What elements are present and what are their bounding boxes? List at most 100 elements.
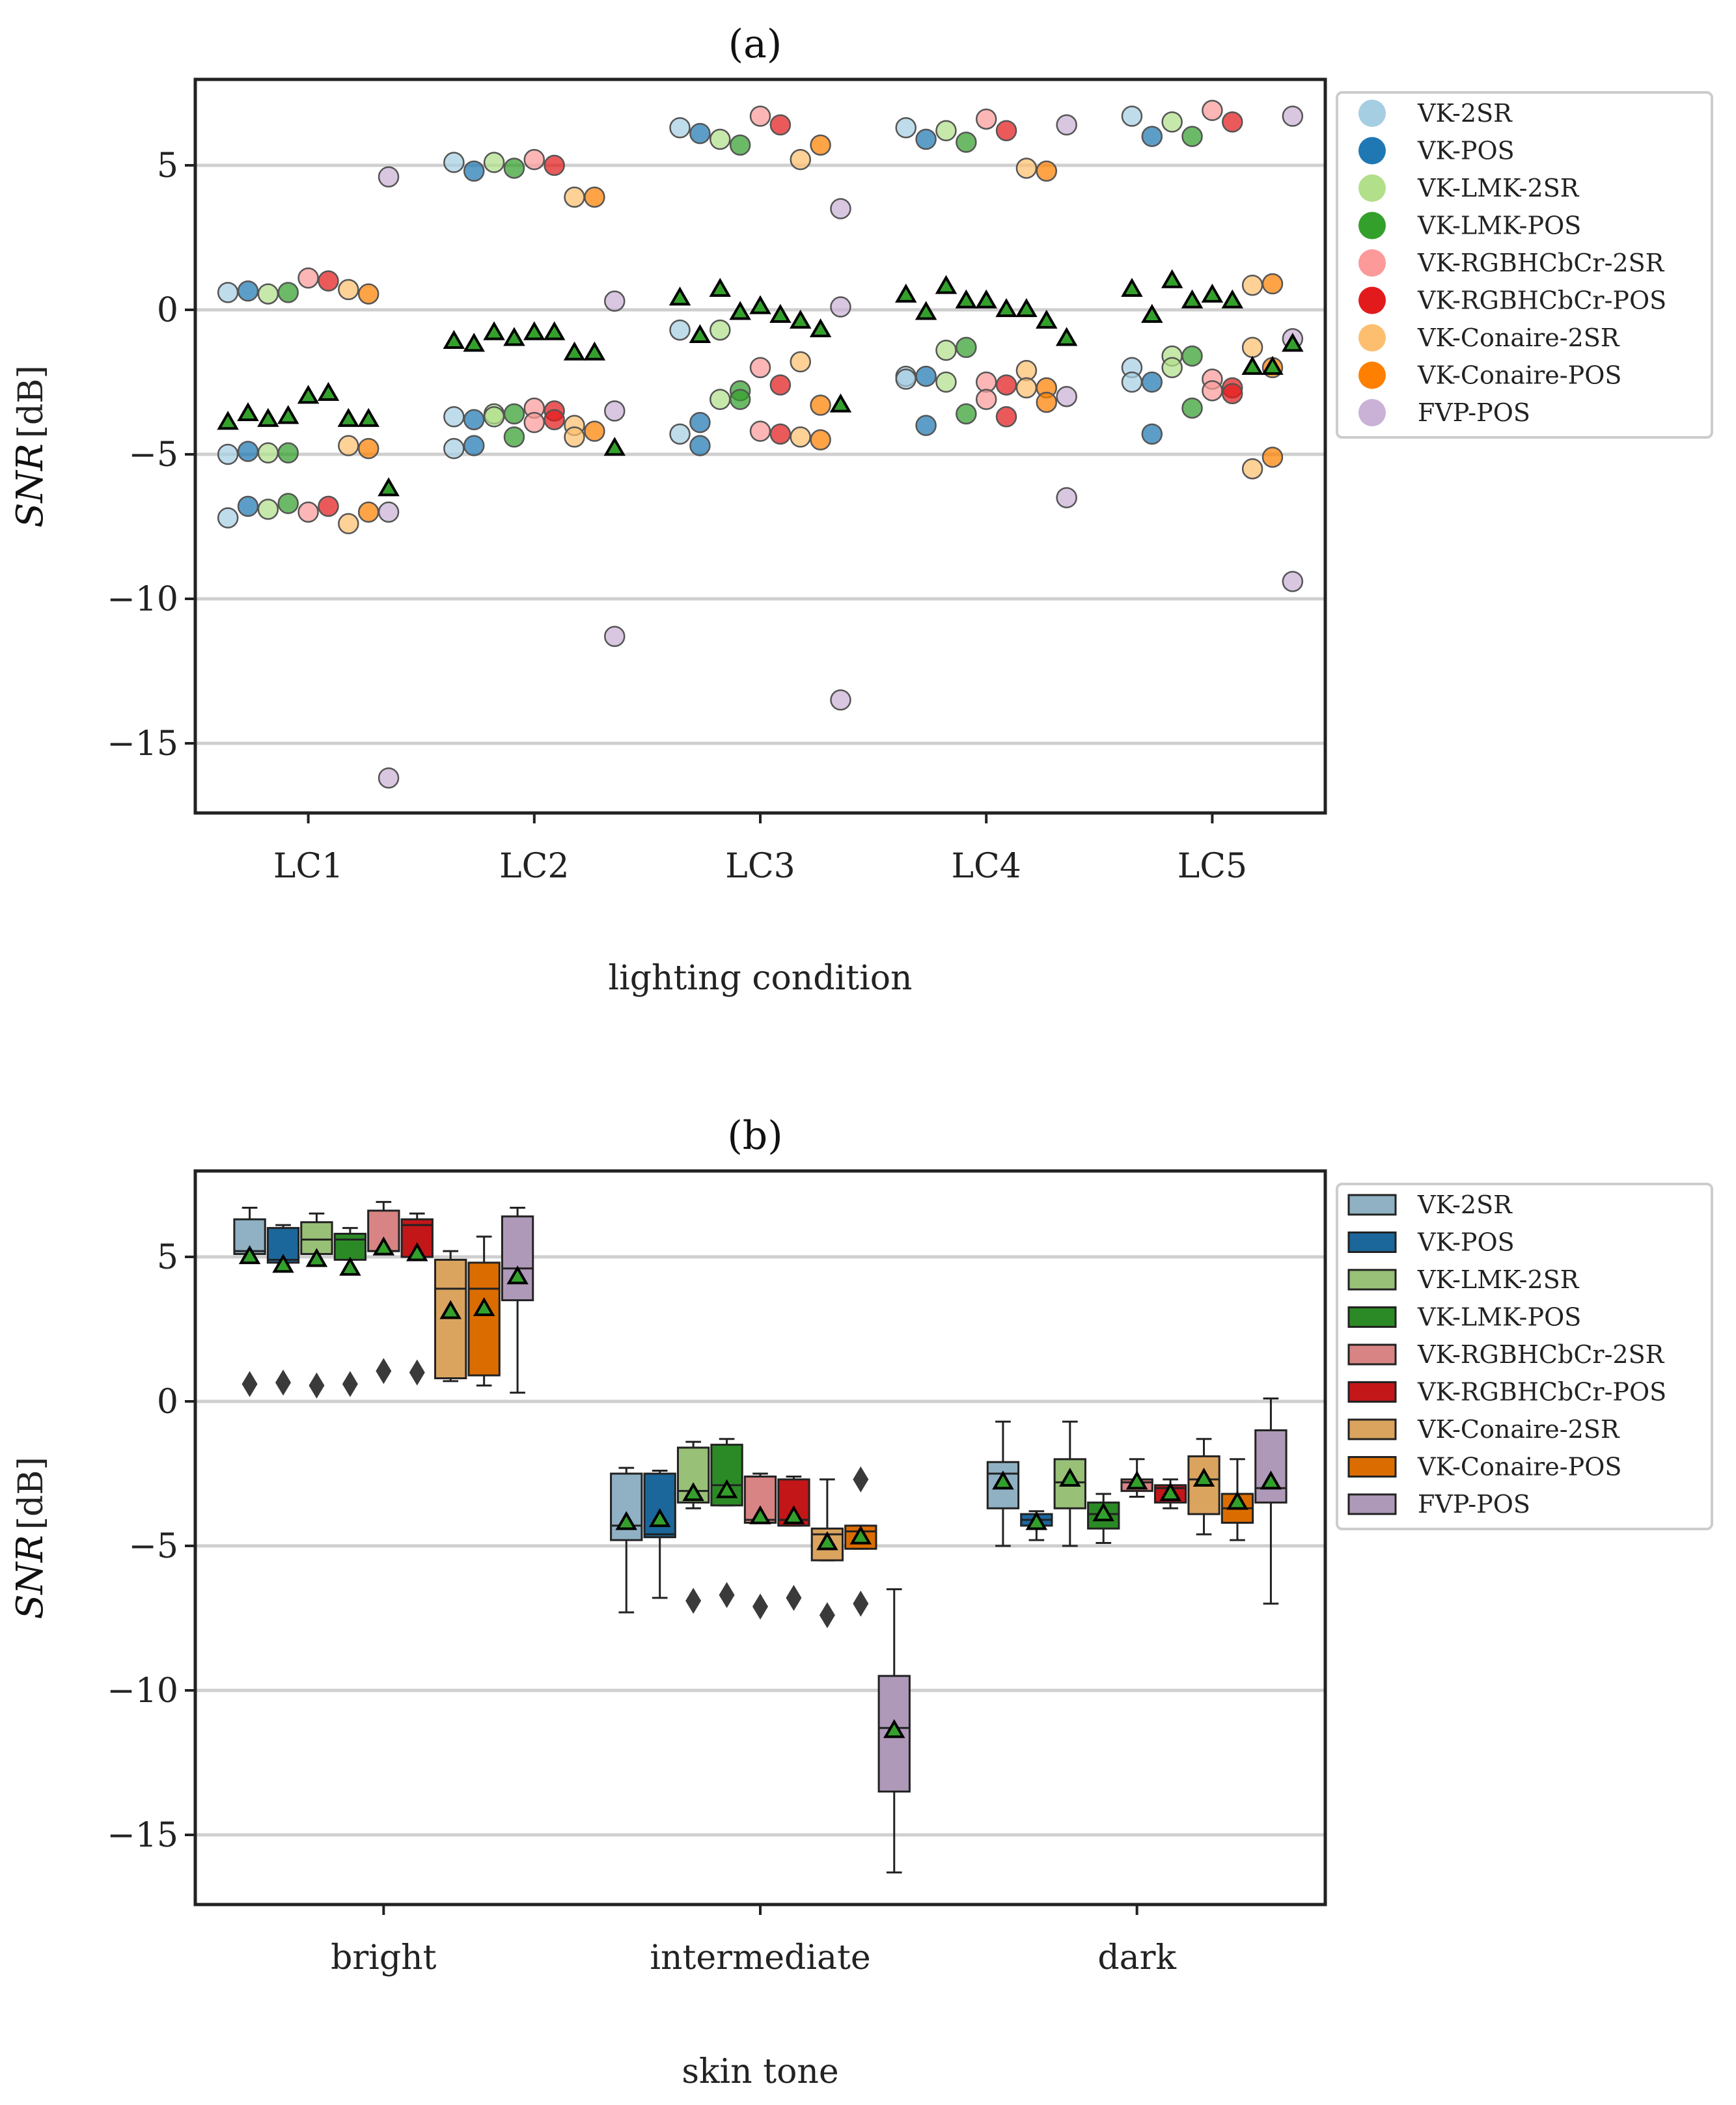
point-vk-conaire-pos bbox=[1036, 160, 1058, 182]
point-vk-rgbhcbcr-2sr bbox=[1202, 100, 1223, 121]
mean-marker-vk-pos bbox=[463, 333, 485, 352]
outlier-vk-rgbhcbcr-2sr bbox=[376, 1358, 392, 1384]
point-vk-2sr bbox=[895, 368, 917, 390]
point-vk-lmk-pos bbox=[1181, 397, 1203, 419]
point-vk-pos bbox=[915, 365, 937, 387]
mean-marker-vk-lmk-pos bbox=[1181, 289, 1204, 309]
mean-marker-vk-rgbhcbcr-2sr bbox=[1125, 1470, 1148, 1490]
point-fvp-pos bbox=[830, 689, 851, 711]
mean-marker-vk-rgbhcbcr-pos bbox=[317, 381, 340, 401]
mean-marker-vk-pos bbox=[915, 301, 937, 320]
point-vk-pos bbox=[463, 160, 485, 182]
panel-a-x-ticks: LC1 LC2 LC3 LC4 LC5 bbox=[273, 813, 1247, 886]
point-vk-2sr bbox=[1121, 371, 1143, 393]
point-vk-lmk-2sr bbox=[257, 442, 279, 464]
mean-marker-vk-conaire-pos bbox=[583, 341, 606, 361]
mean-marker-vk-pos bbox=[1025, 1511, 1048, 1530]
mean-marker-fvp-pos bbox=[603, 437, 626, 456]
legend-swatch-vk-conaire-2sr bbox=[1358, 324, 1386, 351]
point-vk-conaire-pos bbox=[1261, 273, 1284, 295]
point-vk-lmk-2sr bbox=[710, 128, 731, 150]
panel-a-x-tick-label: LC5 bbox=[1178, 847, 1247, 886]
legend-swatch-vk-lmk-2sr bbox=[1347, 1269, 1397, 1291]
point-vk-rgbhcbcr-2sr bbox=[749, 420, 771, 442]
point-vk-conaire-pos bbox=[357, 501, 379, 523]
panel-a-legend-box bbox=[1336, 91, 1713, 439]
mean-marker-vk-pos bbox=[1141, 303, 1163, 323]
point-vk-lmk-2sr bbox=[935, 371, 957, 393]
outlier-vk-rgbhcbcr-pos bbox=[409, 1359, 425, 1386]
mean-marker-vk-conaire-pos bbox=[809, 318, 832, 338]
mean-marker-vk-conaire-2sr bbox=[816, 1531, 838, 1550]
point-vk-conaire-2sr bbox=[790, 426, 811, 448]
mean-marker-vk-lmk-2sr bbox=[257, 407, 279, 427]
point-vk-rgbhcbcr-pos bbox=[995, 120, 1017, 141]
mean-marker-vk-lmk-pos bbox=[955, 289, 978, 309]
panel-a-y-tick-label: −5 bbox=[128, 435, 178, 475]
mean-marker-vk-rgbhcbcr-2sr bbox=[297, 385, 320, 404]
mean-marker-vk-rgbhcbcr-pos bbox=[769, 303, 792, 323]
legend-swatch-vk-lmk-2sr bbox=[1358, 174, 1386, 202]
point-vk-lmk-pos bbox=[729, 389, 751, 410]
point-vk-lmk-pos bbox=[277, 282, 299, 303]
legend-label-vk-rgbhcbcr-2sr: VK-RGBHCbCr-2SR bbox=[1417, 1340, 1665, 1369]
mean-marker-vk-lmk-pos bbox=[277, 405, 299, 424]
panel-a-y-tick-label: 5 bbox=[157, 146, 178, 186]
legend-label-vk-2sr: VK-2SR bbox=[1417, 99, 1513, 128]
panel-b-x-tick-label: dark bbox=[1097, 1938, 1176, 1977]
point-vk-lmk-pos bbox=[956, 403, 977, 425]
legend-label-vk-lmk-2sr: VK-LMK-2SR bbox=[1417, 174, 1580, 202]
legend-label-vk-lmk-2sr: VK-LMK-2SR bbox=[1417, 1265, 1580, 1294]
point-fvp-pos bbox=[1056, 487, 1077, 508]
mean-marker-vk-2sr bbox=[238, 1245, 261, 1265]
panel-b-y-tick-label: −15 bbox=[107, 1816, 178, 1855]
mean-marker-fvp-pos bbox=[1055, 327, 1078, 346]
point-vk-conaire-2sr bbox=[790, 351, 811, 373]
point-fvp-pos bbox=[830, 296, 851, 318]
legend-label-vk-pos: VK-POS bbox=[1417, 137, 1515, 165]
legend-label-vk-rgbhcbcr-2sr: VK-RGBHCbCr-2SR bbox=[1417, 249, 1665, 277]
point-vk-conaire-pos bbox=[810, 429, 831, 451]
outlier-vk-conaire-pos bbox=[853, 1590, 869, 1617]
point-vk-rgbhcbcr-pos bbox=[769, 114, 792, 136]
point-vk-rgbhcbcr-pos bbox=[769, 374, 792, 396]
point-vk-pos bbox=[237, 441, 259, 462]
legend-label-fvp-pos: FVP-POS bbox=[1418, 1490, 1530, 1519]
point-vk-rgbhcbcr-pos bbox=[769, 423, 792, 445]
point-fvp-pos bbox=[603, 290, 626, 312]
mean-marker-vk-conaire-2sr bbox=[337, 407, 360, 427]
point-vk-lmk-pos bbox=[956, 337, 977, 358]
mean-marker-vk-lmk-pos bbox=[339, 1256, 361, 1276]
point-vk-conaire-2sr bbox=[564, 426, 585, 448]
panel-b-marks bbox=[233, 1201, 1288, 1874]
legend-label-vk-conaire-2sr: VK-Conaire-2SR bbox=[1417, 323, 1620, 352]
box-fvp-pos bbox=[501, 1215, 534, 1302]
point-vk-rgbhcbcr-pos bbox=[995, 406, 1017, 428]
panel-b-x-tick-label: intermediate bbox=[650, 1938, 870, 1977]
point-vk-rgbhcbcr-pos bbox=[1222, 383, 1243, 405]
point-vk-conaire-pos bbox=[357, 283, 379, 305]
point-vk-rgbhcbcr-pos bbox=[544, 154, 565, 176]
point-vk-pos bbox=[1141, 126, 1163, 147]
point-vk-conaire-2sr bbox=[338, 435, 359, 456]
outlier-vk-rgbhcbcr-2sr bbox=[752, 1593, 768, 1620]
mean-marker-vk-conaire-pos bbox=[357, 407, 379, 427]
outlier-vk-conaire-2sr bbox=[819, 1602, 835, 1629]
legend-label-vk-rgbhcbcr-pos: VK-RGBHCbCr-POS bbox=[1417, 286, 1666, 315]
panel-b-x-axis-label: skin tone bbox=[682, 2052, 838, 2091]
mean-marker-vk-2sr bbox=[615, 1511, 638, 1530]
panel-b-y-tick-label: −10 bbox=[107, 1672, 178, 1711]
panel-b-y-ticks: 5 0 −5 −10 −15 bbox=[107, 1238, 195, 1855]
point-vk-2sr bbox=[669, 423, 691, 445]
panel-a-y-ticks: 5 0 −5 −10 −15 bbox=[107, 146, 195, 764]
panel-b-legend: VK-2SR VK-POS VK-LMK-2SR VK-LMK-POS VK-RGBHC… bbox=[1336, 1183, 1713, 1530]
point-vk-lmk-pos bbox=[503, 403, 525, 425]
point-vk-lmk-pos bbox=[1181, 126, 1203, 147]
point-vk-conaire-pos bbox=[357, 437, 379, 460]
outlier-vk-rgbhcbcr-pos bbox=[786, 1584, 802, 1611]
point-vk-conaire-pos bbox=[810, 394, 831, 416]
point-fvp-pos bbox=[603, 626, 626, 647]
point-vk-2sr bbox=[895, 117, 917, 139]
outlier-vk-lmk-pos bbox=[342, 1371, 358, 1397]
point-vk-conaire-2sr bbox=[338, 279, 359, 301]
